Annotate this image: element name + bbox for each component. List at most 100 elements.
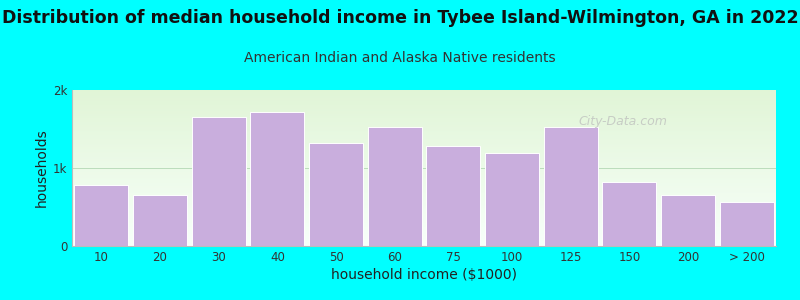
- Bar: [72, 241, 776, 242]
- Bar: [309, 143, 363, 246]
- Bar: [72, 240, 776, 241]
- Bar: [72, 114, 776, 115]
- Bar: [72, 218, 776, 219]
- Bar: [72, 232, 776, 233]
- Bar: [72, 157, 776, 158]
- Bar: [72, 108, 776, 109]
- Bar: [250, 112, 304, 246]
- Bar: [72, 105, 776, 106]
- Bar: [72, 200, 776, 201]
- Bar: [544, 127, 598, 246]
- Bar: [72, 182, 776, 183]
- Bar: [72, 144, 776, 145]
- Bar: [72, 189, 776, 190]
- Bar: [72, 183, 776, 184]
- Bar: [72, 145, 776, 146]
- Bar: [72, 117, 776, 118]
- Bar: [72, 148, 776, 149]
- Bar: [72, 179, 776, 180]
- Bar: [720, 202, 774, 246]
- Text: City-Data.com: City-Data.com: [579, 115, 668, 128]
- Bar: [72, 95, 776, 96]
- Bar: [72, 141, 776, 142]
- Bar: [72, 98, 776, 99]
- Bar: [72, 163, 776, 164]
- Bar: [72, 147, 776, 148]
- Bar: [72, 206, 776, 207]
- Bar: [72, 125, 776, 126]
- Bar: [72, 229, 776, 230]
- Bar: [72, 203, 776, 204]
- Bar: [72, 227, 776, 228]
- Bar: [72, 172, 776, 173]
- Bar: [72, 212, 776, 213]
- Bar: [72, 184, 776, 185]
- Bar: [72, 178, 776, 179]
- Bar: [72, 176, 776, 177]
- Bar: [72, 223, 776, 224]
- Bar: [72, 228, 776, 229]
- Bar: [72, 159, 776, 160]
- Bar: [72, 102, 776, 103]
- Bar: [72, 225, 776, 226]
- Bar: [72, 197, 776, 198]
- Bar: [485, 153, 539, 246]
- Bar: [72, 120, 776, 121]
- Bar: [72, 146, 776, 147]
- Bar: [72, 164, 776, 165]
- Bar: [72, 156, 776, 157]
- Bar: [72, 131, 776, 132]
- Bar: [72, 92, 776, 93]
- Bar: [72, 216, 776, 217]
- Bar: [72, 213, 776, 214]
- Bar: [72, 100, 776, 101]
- Bar: [72, 110, 776, 111]
- Bar: [72, 121, 776, 122]
- Bar: [72, 214, 776, 215]
- Bar: [72, 210, 776, 211]
- Bar: [72, 154, 776, 155]
- Bar: [72, 111, 776, 112]
- Bar: [426, 146, 480, 246]
- Bar: [72, 242, 776, 243]
- Bar: [72, 187, 776, 188]
- Bar: [72, 226, 776, 227]
- Bar: [72, 202, 776, 203]
- Bar: [72, 162, 776, 163]
- Bar: [72, 243, 776, 244]
- Bar: [72, 119, 776, 120]
- Bar: [72, 186, 776, 187]
- Bar: [72, 190, 776, 191]
- Bar: [72, 207, 776, 208]
- Bar: [368, 127, 422, 246]
- Bar: [72, 161, 776, 162]
- Bar: [72, 142, 776, 143]
- Bar: [72, 217, 776, 218]
- Bar: [72, 174, 776, 175]
- Text: American Indian and Alaska Native residents: American Indian and Alaska Native reside…: [244, 51, 556, 65]
- Bar: [72, 91, 776, 92]
- Bar: [72, 201, 776, 202]
- Bar: [72, 100, 776, 101]
- Bar: [72, 209, 776, 210]
- Bar: [72, 160, 776, 161]
- Bar: [72, 235, 776, 236]
- Bar: [72, 90, 776, 91]
- Bar: [72, 245, 776, 246]
- Bar: [72, 94, 776, 95]
- Bar: [72, 143, 776, 144]
- Bar: [72, 115, 776, 116]
- Bar: [72, 130, 776, 131]
- Bar: [72, 129, 776, 130]
- Bar: [72, 177, 776, 178]
- Bar: [72, 93, 776, 94]
- Bar: [72, 198, 776, 199]
- Bar: [72, 139, 776, 140]
- Bar: [72, 238, 776, 239]
- Bar: [72, 97, 776, 98]
- Bar: [72, 219, 776, 220]
- Bar: [72, 137, 776, 138]
- Bar: [72, 124, 776, 125]
- Bar: [74, 185, 128, 246]
- Bar: [72, 237, 776, 238]
